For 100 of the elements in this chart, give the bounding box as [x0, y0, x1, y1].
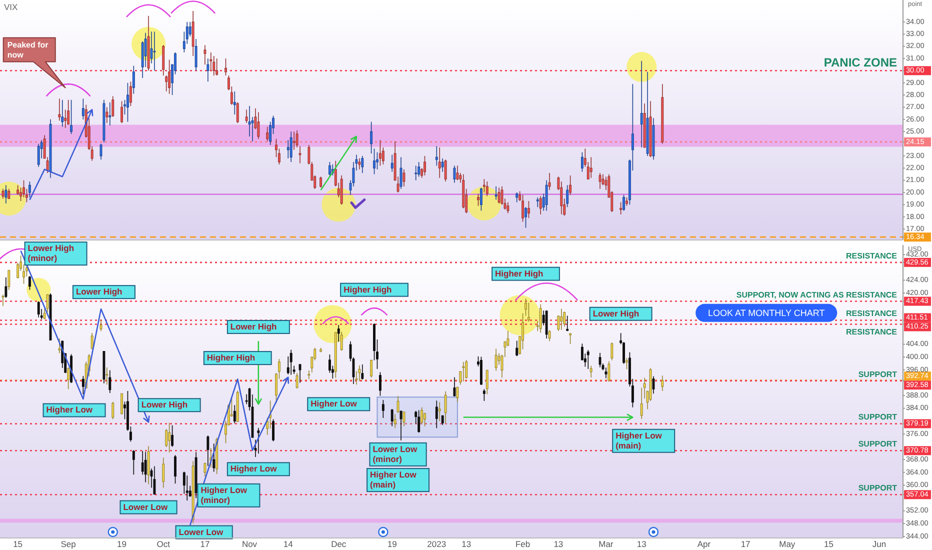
candlestick — [165, 75, 168, 92]
candlestick — [290, 349, 292, 376]
annotation: Higher Low — [310, 398, 358, 409]
candlestick — [373, 148, 376, 175]
candlestick — [296, 130, 298, 148]
candlestick — [8, 270, 10, 290]
candlestick — [482, 388, 486, 402]
candlestick — [236, 102, 239, 124]
annotation: LOOK AT MONTHLY CHART — [708, 308, 826, 318]
x-tick-label: Jun — [872, 539, 886, 549]
annotation: Higher High — [495, 268, 544, 278]
candlestick — [396, 396, 400, 414]
candlestick — [382, 400, 384, 418]
candlestick — [390, 154, 394, 172]
candlestick — [444, 159, 447, 182]
candlestick — [456, 165, 459, 181]
candlestick — [129, 81, 132, 106]
x-tick-label: Mar — [598, 539, 614, 549]
candlestick — [28, 276, 31, 290]
candlestick — [418, 410, 420, 434]
candlestick — [528, 302, 530, 322]
candlestick — [296, 372, 298, 389]
candlestick — [168, 59, 171, 94]
candlestick — [204, 44, 206, 65]
candlestick — [586, 350, 590, 370]
candlestick — [2, 294, 4, 307]
x-tick-label: 19 — [117, 539, 127, 549]
candlestick — [337, 324, 340, 342]
candlestick — [438, 147, 441, 178]
annotation: Higher Low — [46, 404, 93, 415]
candlestick — [435, 146, 438, 166]
candlestick — [626, 358, 628, 370]
ref-line-label: SUPPORT — [858, 484, 898, 493]
candlestick — [257, 112, 260, 140]
candlestick — [168, 422, 171, 453]
candlestick — [620, 202, 622, 215]
candlestick — [22, 264, 25, 284]
candlestick — [465, 360, 468, 379]
candlestick — [661, 375, 664, 392]
annotation: Higher Low (minor) — [200, 484, 248, 505]
candlestick — [153, 31, 156, 72]
annotation: Higher High — [206, 352, 256, 363]
x-tick-label: 19 — [387, 539, 398, 549]
candlestick — [58, 98, 61, 122]
legend-label: RESISTANCE — [846, 327, 898, 336]
candlestick — [435, 400, 438, 429]
candlestick — [361, 156, 364, 174]
candlestick — [132, 450, 135, 475]
candlestick — [477, 193, 480, 206]
candlestick — [418, 162, 420, 178]
candlestick — [64, 109, 67, 128]
candlestick — [100, 143, 102, 160]
candlestick — [545, 180, 548, 212]
candlestick — [560, 308, 563, 330]
x-tick-label: 2023 — [427, 539, 446, 549]
candlestick — [204, 462, 206, 477]
candlestick — [569, 175, 572, 196]
candlestick — [480, 187, 482, 212]
candlestick — [106, 366, 108, 386]
x-tick-label: Sep — [60, 539, 76, 549]
x-tick-label: 14 — [283, 539, 294, 549]
candlestick — [548, 172, 551, 190]
ref-line-label: SUPPORT — [858, 412, 898, 422]
candlestick — [402, 411, 406, 427]
annotation: Higher Low — [230, 464, 278, 474]
annotation: Lower High — [76, 286, 122, 297]
candlestick — [212, 443, 216, 472]
candlestick — [67, 100, 70, 125]
candlestick — [643, 377, 646, 399]
candlestick — [112, 96, 114, 118]
candlestick — [340, 331, 343, 352]
annotation: Lower Low (minor) — [372, 444, 418, 464]
candlestick — [539, 304, 542, 334]
candlestick — [120, 100, 124, 124]
candlestick — [548, 330, 551, 342]
candlestick — [610, 342, 614, 361]
candlestick — [528, 200, 530, 218]
candlestick — [188, 22, 192, 37]
candlestick — [43, 308, 46, 320]
candlestick — [266, 126, 269, 142]
candlestick — [61, 100, 64, 128]
candlestick — [524, 206, 527, 228]
candlestick — [2, 188, 4, 199]
candlestick — [162, 44, 165, 76]
annotation: Lower Low — [123, 502, 168, 512]
candlestick — [545, 310, 548, 339]
annotation: Higher Low (main) — [370, 470, 417, 490]
annotation: Higher Low (main) — [616, 430, 662, 450]
candlestick — [604, 367, 608, 379]
candlestick — [376, 152, 378, 170]
candlestick — [216, 58, 218, 76]
x-tick-label: Oct — [156, 539, 171, 549]
candlestick — [141, 450, 144, 475]
candlestick — [257, 427, 260, 454]
candlestick — [22, 180, 25, 198]
candlestick — [112, 402, 114, 420]
candlestick — [378, 140, 382, 166]
ref-line-label: SUPPORT, NOW ACTING AS RESISTANCE — [736, 290, 898, 300]
candlestick — [522, 312, 524, 350]
annotation: Lower High (minor) — [28, 243, 74, 264]
